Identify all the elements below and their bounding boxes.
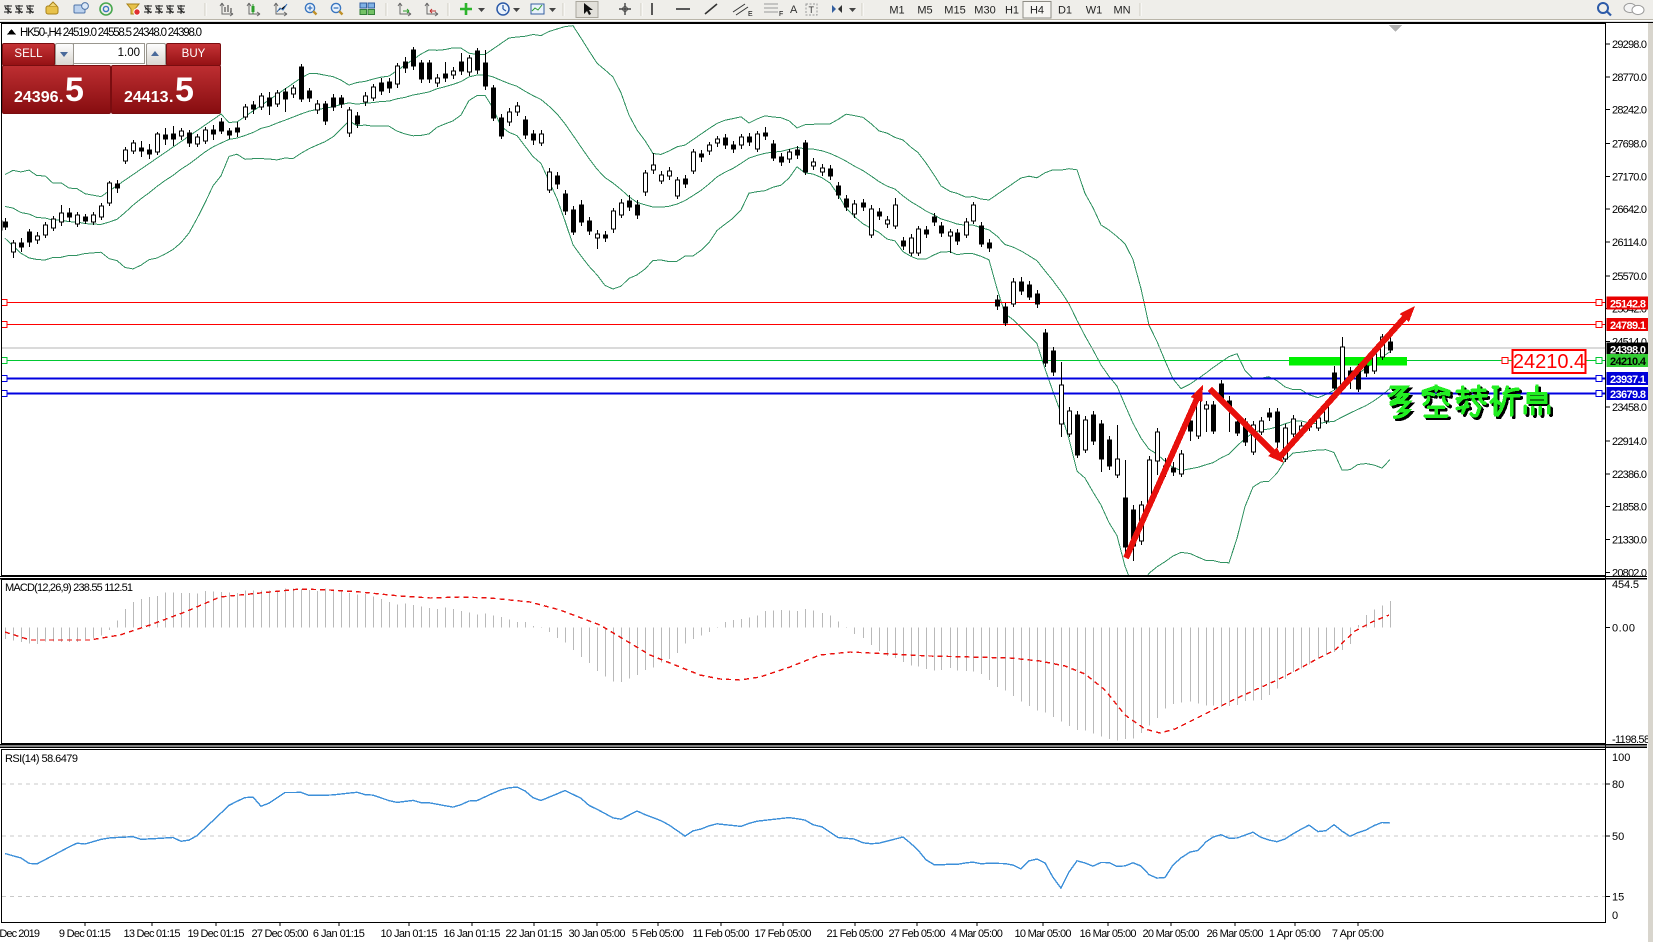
svg-text:M15: M15 (944, 5, 965, 17)
svg-text:D1: D1 (1058, 5, 1072, 17)
svg-text:30 Jan 05:00: 30 Jan 05:00 (569, 928, 626, 940)
svg-text:24789.1: 24789.1 (1610, 320, 1646, 332)
svg-text:22 Jan 01:15: 22 Jan 01:15 (506, 928, 563, 940)
svg-text:23937.1: 23937.1 (1610, 374, 1646, 386)
svg-text:26 Mar 05:00: 26 Mar 05:00 (1207, 928, 1264, 940)
svg-text:F: F (779, 11, 783, 18)
svg-text:16 Mar 05:00: 16 Mar 05:00 (1080, 928, 1137, 940)
svg-text:20 Mar 05:00: 20 Mar 05:00 (1143, 928, 1200, 940)
svg-text:22386.0: 22386.0 (1612, 469, 1647, 481)
svg-text:10 Jan 01:15: 10 Jan 01:15 (381, 928, 438, 940)
svg-text:80: 80 (1612, 779, 1624, 791)
svg-text:15: 15 (1612, 892, 1624, 904)
svg-text:H1: H1 (1005, 5, 1019, 17)
svg-text:50: 50 (1612, 831, 1624, 843)
svg-text:19 Dec 01:15: 19 Dec 01:15 (188, 928, 245, 940)
svg-text:26642.0: 26642.0 (1612, 204, 1647, 216)
svg-text:24210.4: 24210.4 (1513, 351, 1585, 373)
svg-text:28242.0: 28242.0 (1612, 105, 1647, 117)
svg-text:22914.0: 22914.0 (1612, 436, 1647, 448)
svg-text:23458.0: 23458.0 (1612, 402, 1647, 414)
svg-text:W1: W1 (1086, 5, 1103, 17)
svg-text:M30: M30 (974, 5, 995, 17)
svg-text:9 Dec 01:15: 9 Dec 01:15 (59, 928, 111, 940)
svg-text:21330.0: 21330.0 (1612, 535, 1647, 547)
svg-text:11 Feb 05:00: 11 Feb 05:00 (693, 928, 750, 940)
svg-text:27170.0: 27170.0 (1612, 171, 1647, 183)
svg-text:100: 100 (1612, 752, 1630, 764)
svg-text:-1198.58: -1198.58 (1612, 734, 1650, 746)
svg-text:25142.8: 25142.8 (1610, 299, 1646, 311)
svg-text:7 Apr 05:00: 7 Apr 05:00 (1332, 928, 1384, 940)
svg-text:10 Mar 05:00: 10 Mar 05:00 (1015, 928, 1072, 940)
svg-text:HK50-,H4 24519.0 24558.5 2434: HK50-,H4 24519.0 24558.5 24348.0 24398.0 (20, 27, 202, 39)
svg-text:25570.0: 25570.0 (1612, 271, 1647, 283)
svg-text:21 Feb 05:00: 21 Feb 05:00 (827, 928, 884, 940)
svg-text:17 Feb 05:00: 17 Feb 05:00 (755, 928, 812, 940)
svg-text:MN: MN (1113, 5, 1130, 17)
svg-text:27 Dec 05:00: 27 Dec 05:00 (252, 928, 309, 940)
svg-text:27 Feb 05:00: 27 Feb 05:00 (889, 928, 946, 940)
svg-text:4 Mar 05:00: 4 Mar 05:00 (951, 928, 1003, 940)
svg-text:21858.0: 21858.0 (1612, 502, 1647, 514)
svg-text:26114.0: 26114.0 (1612, 237, 1647, 249)
svg-text:E: E (748, 11, 753, 18)
svg-text:H4: H4 (1030, 5, 1044, 17)
svg-text:24210.4: 24210.4 (1610, 356, 1647, 368)
svg-text:23679.8: 23679.8 (1610, 389, 1646, 401)
svg-text:6 Jan 01:15: 6 Jan 01:15 (313, 928, 365, 940)
svg-text:28770.0: 28770.0 (1612, 72, 1647, 84)
svg-text:0: 0 (1612, 910, 1618, 922)
svg-text:M1: M1 (889, 5, 904, 17)
svg-text:RSI(14) 58.6479: RSI(14) 58.6479 (5, 753, 78, 765)
svg-text:16 Jan 01:15: 16 Jan 01:15 (444, 928, 501, 940)
svg-text:27698.0: 27698.0 (1612, 139, 1647, 151)
svg-text:29298.0: 29298.0 (1612, 39, 1647, 51)
svg-text:454.5: 454.5 (1612, 579, 1639, 591)
svg-text:0.00: 0.00 (1612, 623, 1635, 635)
svg-text:4 Dec 2019: 4 Dec 2019 (0, 928, 40, 940)
svg-text:M5: M5 (917, 5, 932, 17)
svg-text:MACD(12,26,9) 238.55 112.51: MACD(12,26,9) 238.55 112.51 (5, 582, 133, 594)
svg-text:A: A (790, 4, 798, 16)
svg-text:5 Feb 05:00: 5 Feb 05:00 (632, 928, 684, 940)
svg-text:24398.0: 24398.0 (1610, 345, 1646, 357)
svg-text:13 Dec 01:15: 13 Dec 01:15 (124, 928, 181, 940)
svg-text:T: T (809, 5, 815, 15)
svg-text:1 Apr 05:00: 1 Apr 05:00 (1269, 928, 1321, 940)
